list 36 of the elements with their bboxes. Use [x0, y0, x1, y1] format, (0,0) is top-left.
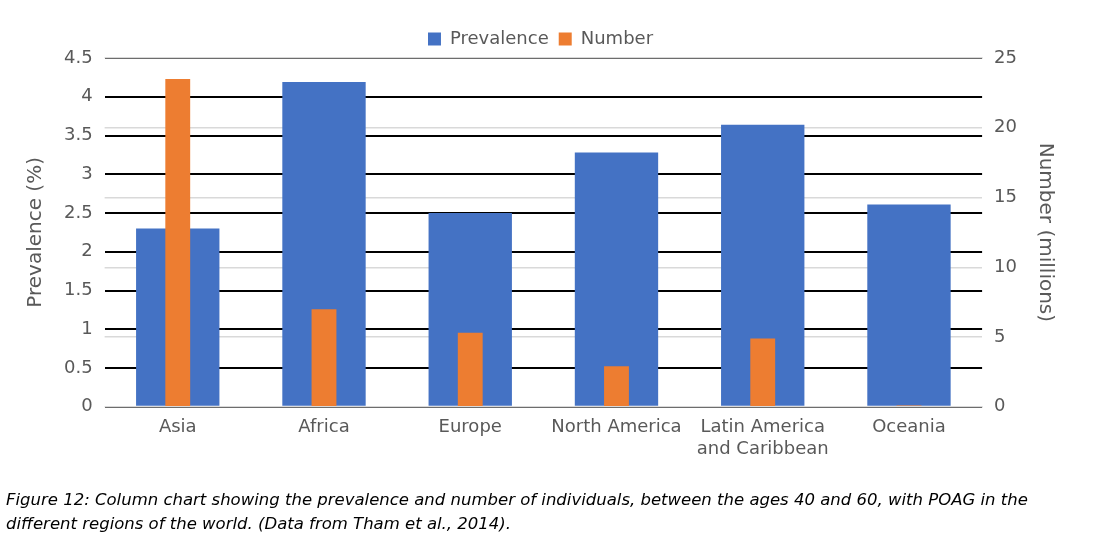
bar	[311, 309, 337, 407]
x-tick-label: Africa	[298, 415, 350, 437]
legend-label: Prevalence	[449, 26, 549, 48]
bar	[867, 204, 951, 406]
bar	[574, 152, 659, 406]
y-tick-label: 3	[81, 161, 93, 183]
bar	[750, 338, 776, 407]
x-tick-label: Latin America and Caribbean	[696, 415, 829, 458]
y2-tick-label: 25	[994, 45, 1017, 67]
caption: Figure 12: Column chart showing the prevalence and number of individuals, between the ages 40 and 60, with POAG in the different regions of the world. (Data from Tham et al., 2014).	[6, 489, 1029, 535]
x-tick-label: Asia	[158, 415, 197, 437]
bar	[165, 78, 191, 407]
y2-tick-label: 15	[994, 185, 1017, 207]
y-tick-label: 4.5	[63, 45, 93, 67]
y2-tick-label: 5	[994, 324, 1006, 346]
bar	[604, 366, 629, 407]
bar	[282, 82, 366, 406]
y-tick-label: 1	[81, 316, 93, 338]
y2-tick-label: 0	[994, 394, 1006, 416]
y2-tick-label: 10	[994, 254, 1017, 276]
x-tick-label: Oceania	[872, 415, 946, 437]
y-tick-label: 2.5	[63, 200, 93, 222]
y-tick-label: 2	[81, 239, 93, 261]
y2-tick-label: 20	[994, 115, 1017, 137]
x-tick-label: Europe	[438, 415, 502, 437]
y-tick-label: 0.5	[63, 355, 93, 377]
x-tick-label: North America	[551, 415, 682, 437]
y-tick-label: 1.5	[63, 278, 93, 300]
bar	[457, 332, 483, 407]
y-tick-label: 3.5	[63, 123, 93, 145]
y2-axis-title: Number (millions)	[1034, 142, 1059, 323]
legend-label: Number	[580, 26, 654, 48]
y-axis-title: Prevalence (%)	[22, 157, 47, 308]
y-tick-label: 0	[81, 394, 93, 416]
bar	[721, 124, 805, 406]
y-tick-label: 4	[81, 84, 93, 106]
